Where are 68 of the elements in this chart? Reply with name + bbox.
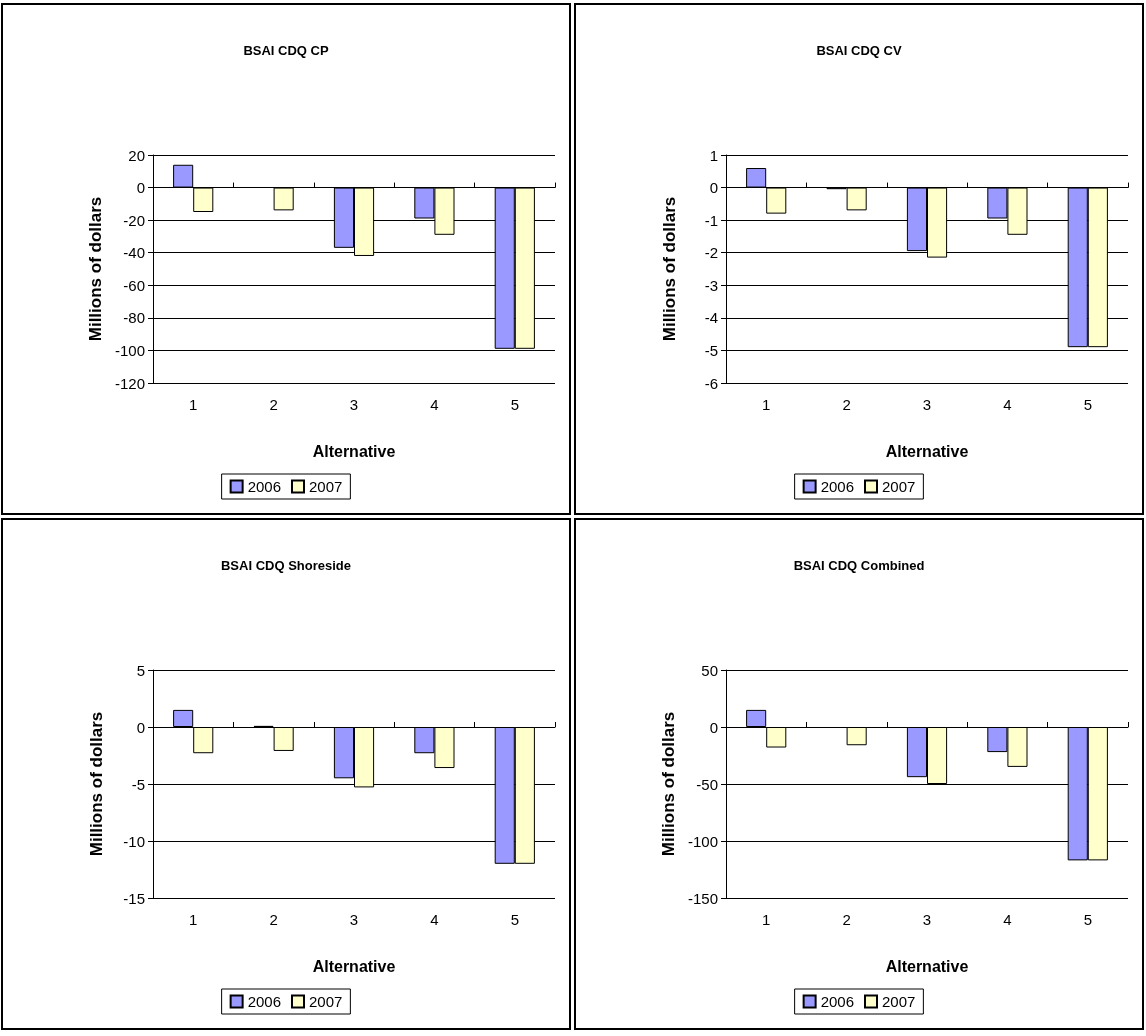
x-tick-label: 5	[510, 396, 519, 413]
y-tick-label: -5	[704, 341, 718, 359]
x-tick-label: 2	[842, 911, 851, 928]
legend-label: 2006	[247, 478, 282, 495]
chart-title: BSAI CDQ CV	[816, 43, 902, 58]
x-tick-label: 4	[1003, 396, 1012, 413]
chart-title: BSAI CDQ Shoreside	[220, 558, 352, 573]
legend-label: 2006	[820, 478, 855, 495]
x-axis-title: Alternative	[885, 957, 969, 975]
x-tick-label: 1	[189, 396, 198, 413]
y-tick-label: -4	[704, 309, 718, 327]
y-tick-label: -40	[123, 244, 145, 262]
y-tick-label: 0	[136, 179, 145, 197]
x-tick-label: 4	[1003, 911, 1012, 928]
y-tick-label: -3	[704, 276, 718, 294]
y-tick-label: 20	[128, 146, 145, 164]
y-tick-label: -10	[123, 832, 145, 850]
y-tick-label: -60	[123, 276, 145, 294]
x-tick-label: 5	[1083, 911, 1092, 928]
x-tick-label: 5	[510, 911, 519, 928]
y-axis-title: Millions of dollars	[86, 196, 106, 342]
y-tick-label: -120	[114, 374, 145, 392]
y-tick-label: -15	[123, 889, 145, 907]
bar	[193, 727, 214, 754]
y-tick-label: 1	[709, 146, 718, 164]
x-tick-label: 3	[922, 396, 932, 413]
chart-title: BSAI CDQ Combined	[793, 558, 925, 573]
x-tick-label: 2	[269, 396, 278, 413]
y-axis-title: Millions of dollars	[87, 711, 106, 857]
x-axis-title: Alternative	[312, 957, 396, 975]
y-tick-label: -100	[687, 832, 718, 850]
x-tick-label: 4	[430, 911, 439, 928]
legend-label: 2007	[882, 478, 916, 495]
y-tick-label: -6	[704, 374, 718, 392]
x-tick-label: 1	[189, 911, 198, 928]
y-tick-label: 0	[136, 718, 145, 736]
y-tick-label: 0	[709, 718, 718, 736]
y-tick-label: -50	[696, 775, 718, 793]
x-tick-label: 5	[1083, 396, 1092, 413]
chart-title: BSAI CDQ CP	[243, 43, 329, 58]
y-tick-label: 5	[136, 661, 145, 679]
legend-label: 2007	[309, 478, 343, 495]
y-tick-label: -5	[131, 775, 145, 793]
bar	[173, 709, 194, 727]
x-tick-label: 1	[762, 396, 771, 413]
y-tick-label: -1	[704, 211, 718, 229]
x-tick-label: 3	[922, 911, 932, 928]
x-axis-title: Alternative	[885, 442, 969, 460]
y-tick-label: -20	[123, 211, 145, 229]
x-tick-label: 1	[762, 911, 771, 928]
y-tick-label: -150	[687, 889, 718, 907]
legend-label: 2006	[820, 993, 855, 1010]
legend-label: 2007	[882, 993, 916, 1010]
x-tick-label: 3	[349, 911, 359, 928]
y-tick-label: 0	[709, 179, 718, 197]
legend-label: 2006	[247, 993, 282, 1010]
legend-label: 2007	[309, 993, 343, 1010]
x-tick-label: 3	[349, 396, 359, 413]
x-tick-label: 2	[269, 911, 278, 928]
x-axis-title: Alternative	[312, 442, 396, 460]
x-tick-label: 2	[842, 396, 851, 413]
y-tick-label: 50	[701, 661, 718, 679]
y-tick-label: -100	[114, 341, 145, 359]
y-axis-title: Millions of dollars	[660, 196, 679, 342]
x-tick-label: 4	[430, 396, 439, 413]
y-tick-label: -80	[123, 309, 145, 327]
y-tick-label: -2	[704, 244, 718, 262]
y-axis-title: Millions of dollars	[659, 711, 679, 857]
